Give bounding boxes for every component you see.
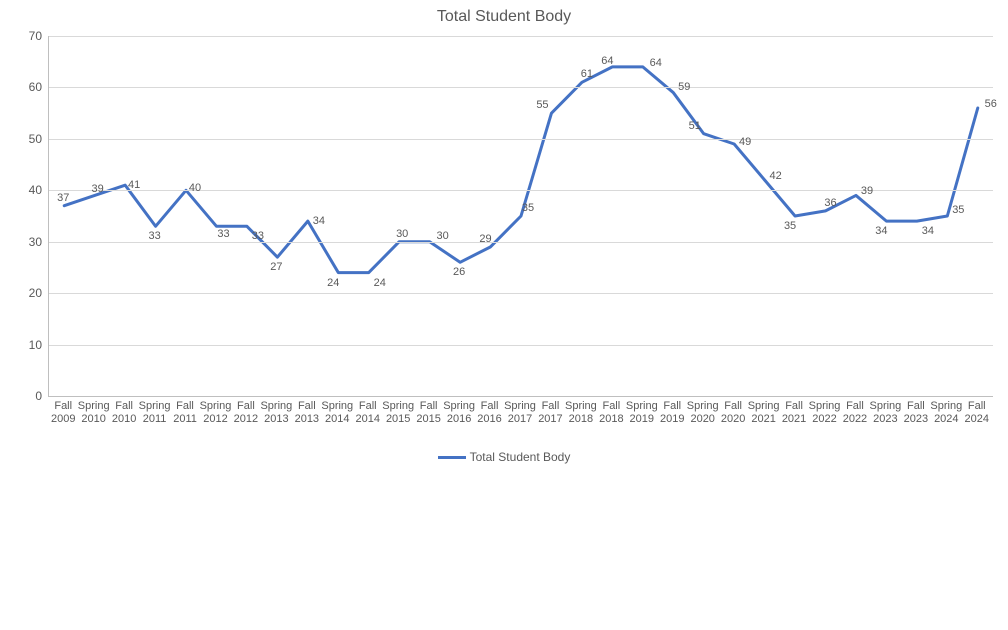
data-label: 26 <box>453 266 465 278</box>
data-label: 33 <box>217 228 229 240</box>
y-axis-tick-label: 40 <box>12 183 42 197</box>
y-axis-tick-label: 10 <box>12 338 42 352</box>
y-axis-tick-label: 30 <box>12 235 42 249</box>
gridline <box>49 139 993 140</box>
data-label: 64 <box>601 55 613 67</box>
data-label: 33 <box>148 230 160 242</box>
legend-label: Total Student Body <box>470 450 571 464</box>
y-axis-tick-label: 70 <box>12 29 42 43</box>
data-label: 61 <box>581 68 593 80</box>
data-label: 30 <box>437 230 449 242</box>
data-label: 27 <box>270 261 282 273</box>
data-label: 34 <box>875 225 887 237</box>
data-label: 34 <box>313 215 325 227</box>
plot-area <box>48 36 993 397</box>
gridline <box>49 293 993 294</box>
gridline <box>49 242 993 243</box>
y-axis-tick-label: 60 <box>12 80 42 94</box>
data-label: 39 <box>92 183 104 195</box>
data-label: 33 <box>252 230 264 242</box>
data-label: 36 <box>824 197 836 209</box>
legend-swatch <box>438 456 466 459</box>
x-axis-tick-label: Fall2024 <box>957 400 997 425</box>
data-label: 35 <box>784 220 796 232</box>
data-label: 29 <box>479 233 491 245</box>
data-label: 40 <box>189 182 201 194</box>
data-label: 37 <box>57 192 69 204</box>
y-axis-tick-label: 50 <box>12 132 42 146</box>
gridline <box>49 36 993 37</box>
data-label: 35 <box>522 202 534 214</box>
chart-title: Total Student Body <box>0 8 1008 26</box>
data-label: 39 <box>861 185 873 197</box>
data-label: 56 <box>985 98 997 110</box>
data-label: 42 <box>769 170 781 182</box>
line-series-svg <box>49 36 993 396</box>
data-label: 59 <box>678 81 690 93</box>
legend: Total Student Body <box>0 450 1008 464</box>
data-label: 55 <box>536 99 548 111</box>
gridline <box>49 87 993 88</box>
y-axis-tick-label: 0 <box>12 389 42 403</box>
data-label: 24 <box>374 277 386 289</box>
data-label: 41 <box>128 179 140 191</box>
data-label: 35 <box>952 204 964 216</box>
gridline <box>49 345 993 346</box>
data-label: 24 <box>327 277 339 289</box>
data-label: 34 <box>922 225 934 237</box>
chart-container: Total Student Body Total Student Body 0 1… <box>0 0 1008 630</box>
data-label: 51 <box>689 120 701 132</box>
data-label: 30 <box>396 228 408 240</box>
data-label: 49 <box>739 136 751 148</box>
data-label: 64 <box>650 57 662 69</box>
y-axis-tick-label: 20 <box>12 286 42 300</box>
